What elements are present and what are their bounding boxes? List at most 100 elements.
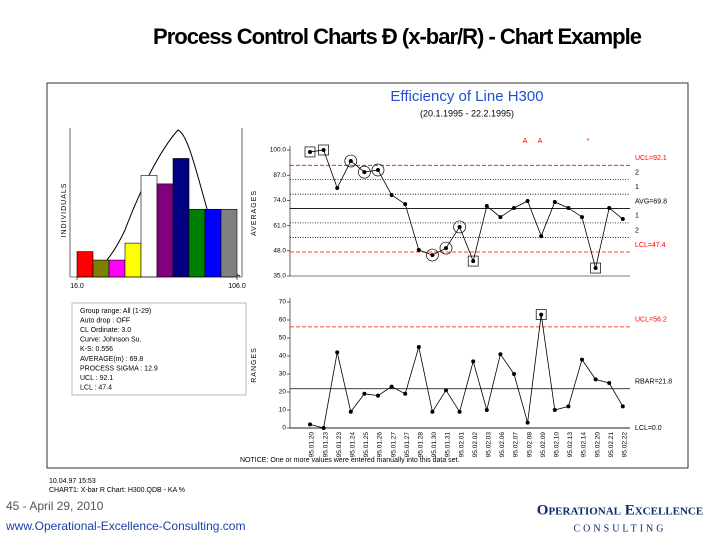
data-point [376, 167, 380, 172]
histogram-bar [108, 259, 126, 278]
x-tick-label: 106.0 [228, 283, 246, 290]
data-point [389, 192, 394, 197]
x-tick-label: 95.01.28 [418, 432, 425, 458]
data-point [389, 384, 394, 389]
y-tick-label: 30 [279, 371, 287, 378]
data-point [498, 215, 503, 220]
histogram-bar [156, 183, 174, 278]
y-tick-label: 40 [279, 353, 287, 360]
y-tick-label: 20 [279, 389, 287, 396]
y-tick-label: 60 [279, 317, 287, 324]
y-tick-label: 10 [279, 407, 287, 414]
info-line: K-S: 0.556 [80, 346, 113, 353]
flag-circle [358, 165, 371, 179]
data-point [321, 426, 326, 430]
control-label: UCL=56.2 [635, 317, 667, 324]
data-point [566, 205, 571, 210]
stamp: 10.04.97 15:53 [49, 478, 96, 485]
control-label: 1 [635, 184, 639, 191]
data-point [430, 253, 435, 258]
flag-circle [453, 220, 466, 234]
control-label: AVG=69.8 [635, 198, 667, 205]
data-point [484, 408, 489, 412]
stamp: CHART1: X-bar R Chart: H300.QDB - KA % [49, 487, 185, 494]
y-axis-label: RANGES [251, 347, 258, 383]
x-tick-label: 95.01.26 [377, 432, 384, 458]
data-point [539, 312, 544, 317]
x-tick-label: 95.02.14 [581, 432, 588, 458]
y-tick-label: 35.0 [273, 273, 286, 280]
histogram-bar [188, 208, 206, 278]
info-line: Curve: Johnson Su. [80, 337, 142, 344]
data-point [403, 202, 408, 207]
data-point [471, 359, 476, 364]
data-point [308, 422, 312, 427]
data-point [607, 205, 612, 210]
url: www.Operational-Excellence-Consulting.co… [5, 519, 245, 533]
data-point [525, 198, 530, 203]
control-label: 2 [635, 227, 639, 234]
data-point [512, 205, 516, 210]
flag-circle [371, 163, 385, 177]
info-line: UCL : 92.1 [80, 375, 113, 382]
data-point [566, 404, 571, 409]
flag-box [318, 144, 329, 156]
flag-circle [426, 248, 439, 262]
data-point [580, 215, 584, 220]
x-tick-label: 95.02.01 [458, 432, 465, 458]
x-tick-label: 95.01.20 [309, 432, 316, 458]
data-point [348, 159, 353, 164]
data-point [376, 393, 380, 398]
info-line: Auto drop : OFF [80, 317, 130, 324]
data-point [539, 234, 544, 239]
data-point [471, 259, 476, 264]
data-point [593, 266, 598, 271]
control-label: 1 [635, 213, 639, 220]
slide-title: Process Control Charts Ð (x-bar/R) - Cha… [153, 24, 642, 49]
series-line [309, 149, 624, 269]
data-point [430, 409, 435, 414]
x-tick-label: 95.02.03 [486, 432, 493, 458]
annotation: A [523, 138, 528, 145]
control-label: 2 [635, 170, 639, 177]
x-tick-label: 95.02.22 [622, 432, 629, 458]
histogram-bar [140, 175, 158, 278]
y-tick-label: 50 [279, 335, 287, 342]
data-point [552, 408, 557, 412]
x-tick-label: 95.02.06 [499, 432, 506, 458]
x-tick-label: 95.01.25 [363, 432, 370, 458]
flag-circle [439, 241, 453, 255]
data-point [620, 217, 625, 222]
x-tick-label: 95.02.07 [513, 432, 520, 458]
data-point [335, 185, 340, 190]
data-point [416, 345, 421, 349]
data-point [348, 409, 353, 414]
x-tick-label: 16.0 [70, 283, 84, 290]
x-tick-label: 95.02.09 [540, 432, 547, 458]
logo-sub: CONSULTING [574, 523, 667, 534]
y-tick-label: 48.0 [273, 248, 286, 255]
data-point [457, 224, 462, 229]
y-axis-label: INDIVIDUALS [61, 183, 68, 238]
x-tick-label: 95.02.21 [608, 432, 615, 458]
info-line: CL Ordinate: 3.0 [80, 327, 131, 334]
x-tick-label: 95.02.08 [526, 432, 533, 458]
flag-box [467, 255, 479, 267]
info-line: LCL : 47.4 [80, 385, 112, 392]
chart-subtitle: (20.1.1995 - 22.2.1995) [420, 108, 514, 118]
data-point [457, 409, 462, 414]
annotation: A [538, 138, 543, 145]
x-tick-label: 95.02.20 [594, 432, 601, 458]
x-tick-label: 95.01.31 [445, 432, 452, 458]
data-point [444, 246, 448, 251]
data-point [498, 352, 503, 357]
data-point [362, 170, 367, 175]
histogram-bar [220, 208, 238, 278]
y-axis-label: AVERAGES [251, 190, 258, 236]
data-point [512, 372, 516, 376]
x-tick-label: 95.01.23 [322, 432, 329, 458]
control-label: LCL=47.4 [635, 242, 666, 249]
data-point [580, 357, 584, 362]
control-label: UCL=92.1 [635, 155, 667, 162]
